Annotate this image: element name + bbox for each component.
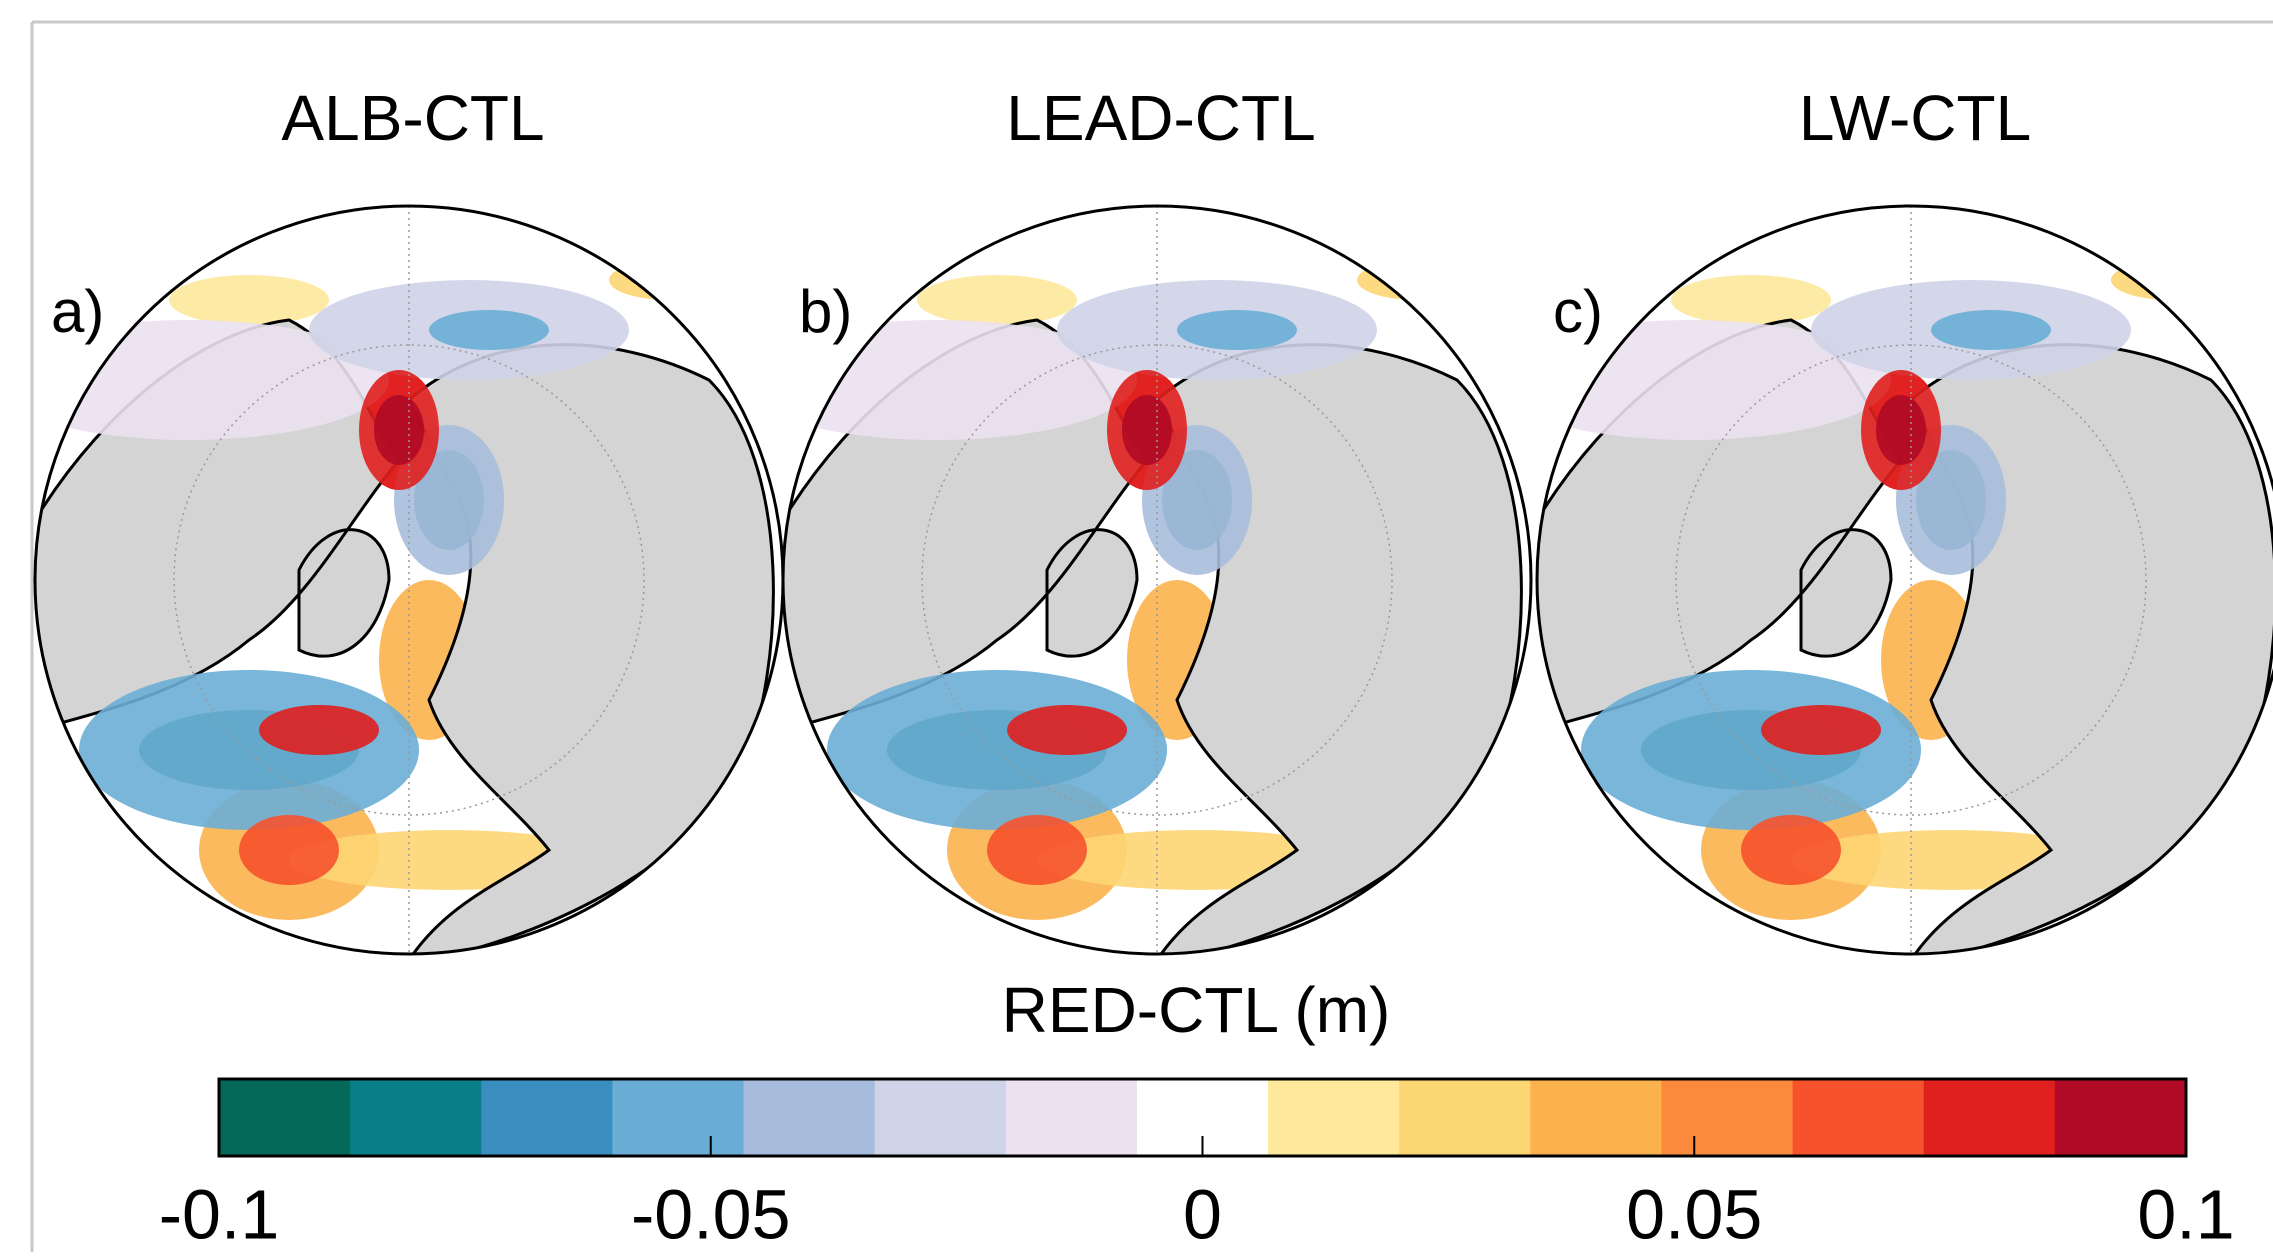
x-tick-label: -0.05 (631, 1175, 791, 1252)
x-tick-label: 0.05 (1626, 1175, 1762, 1252)
anomaly-patch (1007, 705, 1127, 755)
anomaly-patch (79, 670, 419, 830)
anomaly-patch (917, 275, 1077, 325)
latitude-circle (173, 344, 645, 816)
color-bin (1530, 1079, 1662, 1156)
map-panel (33, 204, 785, 956)
map-panel (1535, 204, 2273, 956)
anomaly-patch (429, 310, 549, 350)
anomaly-patch (1357, 260, 1477, 300)
map-content (1537, 206, 2273, 954)
panel-label: a) (51, 278, 104, 345)
color-bin (350, 1079, 482, 1156)
panel-label: b) (799, 278, 852, 345)
map-content (783, 206, 1531, 954)
color-bin (2054, 1079, 2187, 1156)
anomaly-patch (1761, 705, 1881, 755)
anomaly-patch (987, 815, 1087, 885)
anomaly-patch (1177, 310, 1297, 350)
anomaly-patch (239, 815, 339, 885)
color-bin (219, 1079, 351, 1156)
anomaly-patch (1741, 815, 1841, 885)
anomaly-patch (259, 705, 379, 755)
anomaly-patch (2111, 260, 2231, 300)
anomaly-patch (169, 275, 329, 325)
color-bin (1792, 1079, 1925, 1156)
anomaly-patch (827, 670, 1167, 830)
latitude-circle (921, 344, 1393, 816)
panel-label: c) (1553, 278, 1603, 345)
color-bin (1268, 1079, 1400, 1156)
panel-title: LW-CTL (1799, 82, 2031, 154)
anomaly-patch (1931, 310, 2051, 350)
color-bin (1661, 1079, 1794, 1156)
colorbar-title: RED-CTL (m) (1002, 974, 1391, 1046)
map-outline (1535, 204, 2273, 956)
map-panel (781, 204, 1533, 956)
x-tick-label: -0.1 (159, 1175, 280, 1252)
color-bin (481, 1079, 613, 1156)
anomaly-patch (609, 260, 729, 300)
color-bin (1005, 1079, 1138, 1156)
color-bin (1399, 1079, 1531, 1156)
x-tick-label: 0 (1183, 1175, 1222, 1252)
color-bin (743, 1079, 876, 1156)
anomaly-patch (374, 395, 424, 465)
color-bin (612, 1079, 745, 1156)
anomaly-patch (1876, 395, 1926, 465)
color-bin (1923, 1079, 2056, 1156)
panel-title: LEAD-CTL (1006, 82, 1315, 154)
anomaly-patch (1122, 395, 1172, 465)
latitude-circle (1675, 344, 2147, 816)
color-bin (874, 1079, 1007, 1156)
map-outline (781, 204, 1533, 956)
map-content (35, 206, 783, 954)
anomaly-patch (1581, 670, 1921, 830)
x-tick-label: 0.1 (2137, 1175, 2234, 1252)
panel-title: ALB-CTL (281, 82, 544, 154)
anomaly-patch (1671, 275, 1831, 325)
